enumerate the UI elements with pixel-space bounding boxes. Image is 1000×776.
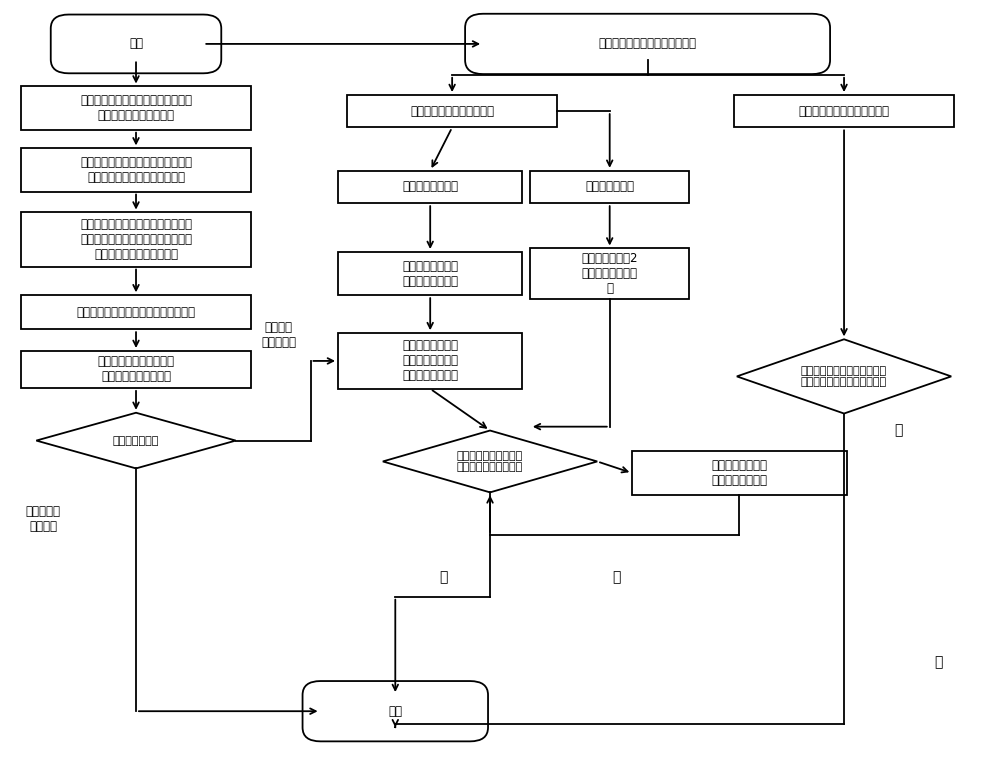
Bar — [21, 148, 251, 192]
Text: 系统重置，进入模拟型运行模式: 系统重置，进入模拟型运行模式 — [599, 37, 697, 50]
Text: 按零速信号按鈕: 按零速信号按鈕 — [585, 181, 634, 193]
Bar — [21, 213, 251, 267]
Text: 检查指示灯状态: 检查指示灯状态 — [113, 435, 159, 445]
Bar — [338, 171, 522, 203]
Text: 将站台级控制单元的电源和手动单门
控制单元的电源保持关闭: 将站台级控制单元的电源和手动单门 控制单元的电源保持关闭 — [80, 94, 192, 122]
Bar — [632, 452, 847, 495]
Bar — [347, 95, 557, 127]
Bar — [530, 171, 689, 203]
Text: 判断各件表値、屏蔽门
状态、指示灯状态正常: 判断各件表値、屏蔽门 状态、指示灯状态正常 — [457, 451, 523, 473]
Text: 电源切换开关置于蓄电池位置: 电源切换开关置于蓄电池位置 — [799, 105, 890, 118]
Text: 若只有上行
指示灯亮: 若只有上行 指示灯亮 — [26, 505, 61, 533]
Text: 屏蔽门完成自适应
学习后保持关闭状
态，继电器组工作: 屏蔽门完成自适应 学习后保持关闭状 态，继电器组工作 — [402, 339, 458, 383]
Text: 否: 否 — [895, 424, 903, 438]
Bar — [21, 86, 251, 130]
FancyBboxPatch shape — [303, 681, 488, 741]
Text: 按零速信号按鈕2
秒后，继电器组工
作: 按零速信号按鈕2 秒后，继电器组工 作 — [581, 252, 638, 295]
Text: 若上下行
指示灯都亮: 若上下行 指示灯都亮 — [261, 321, 296, 349]
Bar — [530, 248, 689, 299]
Text: 否: 否 — [612, 570, 621, 584]
Bar — [338, 252, 522, 295]
Text: 是: 是 — [439, 570, 447, 584]
Text: 开始: 开始 — [129, 37, 143, 50]
Text: 将电源切换开关置于电网位置，并将
控制级选择开关置于系统级位置: 将电源切换开关置于电网位置，并将 控制级选择开关置于系统级位置 — [80, 156, 192, 184]
Text: 将系统级控制单元
电源置于打开位置: 将系统级控制单元 电源置于打开位置 — [402, 259, 458, 288]
FancyBboxPatch shape — [465, 14, 830, 74]
Polygon shape — [383, 431, 597, 493]
Bar — [21, 351, 251, 388]
Text: 系统自动切断电源，且蓄电池
供电指示灯亮、系统停止工作: 系统自动切断电源，且蓄电池 供电指示灯亮、系统停止工作 — [801, 365, 887, 387]
Text: 电源切换开关置于电网位置: 电源切换开关置于电网位置 — [410, 105, 494, 118]
Text: 结束: 结束 — [388, 705, 402, 718]
Text: 将上下行选择开关置于下行位置，并
将系统级控制单元电源置于打开位置
，各屏蔽门进入自适应状态: 将上下行选择开关置于下行位置，并 将系统级控制单元电源置于打开位置 ，各屏蔽门进… — [80, 218, 192, 261]
Text: 是: 是 — [935, 656, 943, 670]
Bar — [21, 295, 251, 329]
Text: 记录各项试验数据
后，控制试验结束: 记录各项试验数据 后，控制试验结束 — [711, 459, 767, 487]
Bar — [734, 95, 954, 127]
Text: 不按零速信号按鈕: 不按零速信号按鈕 — [402, 181, 458, 193]
Text: 待自适应结束，点按零速信号按鈕一次: 待自适应结束，点按零速信号按鈕一次 — [77, 306, 196, 319]
Text: 将系统级控制单元上下行
选择开关置于上行位置: 将系统级控制单元上下行 选择开关置于上行位置 — [98, 355, 175, 383]
Bar — [338, 333, 522, 389]
Polygon shape — [737, 339, 951, 414]
FancyBboxPatch shape — [51, 15, 221, 73]
Polygon shape — [36, 413, 236, 469]
